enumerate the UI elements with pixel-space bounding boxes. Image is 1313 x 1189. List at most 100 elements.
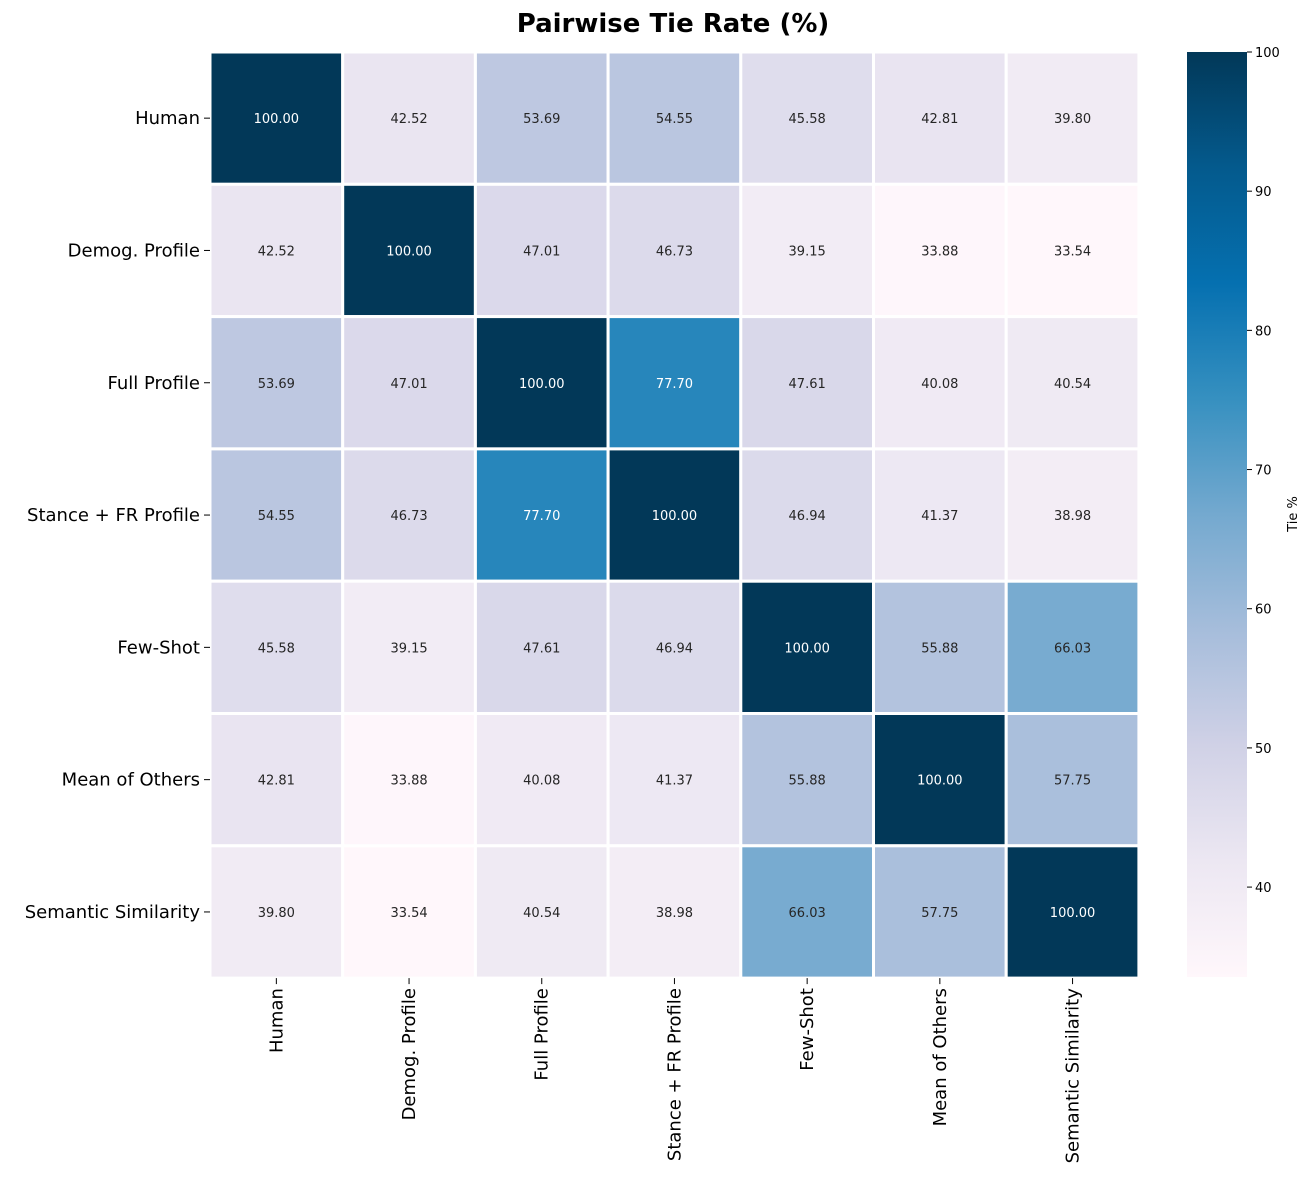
cell-value-label: 47.01: [523, 244, 560, 259]
heatmap-cell: [208, 844, 345, 980]
heatmap-cell: [606, 315, 743, 451]
heatmap-cell: [739, 712, 875, 848]
heatmap-cell: [1004, 844, 1141, 980]
heatmap-cell: [208, 579, 345, 716]
cell-value-label: 45.58: [789, 112, 826, 127]
row-tick-label: Stance + FR Profile: [27, 505, 200, 526]
colorbar-ticks: 40 50 60 70 80 90 100: [1247, 46, 1280, 896]
cell-value-label: 100.00: [1050, 906, 1096, 921]
chart-title: Pairwise Tie Rate (%): [517, 9, 830, 39]
cell-value-label: 40.08: [921, 377, 958, 392]
row-tick-label: Human: [135, 108, 200, 129]
heatmap-cell: [1004, 447, 1141, 583]
cell-value-label: 100.00: [652, 509, 698, 524]
heatmap-cell: [341, 315, 477, 451]
column-tick-label: Semantic Similarity: [1063, 988, 1084, 1164]
row-tick-label: Demog. Profile: [68, 240, 200, 261]
cell-value-label: 100.00: [784, 641, 830, 656]
cell-value-label: 77.70: [523, 509, 560, 524]
cell-value-label: 39.15: [789, 244, 826, 259]
colorbar-tick-label: 60: [1255, 603, 1272, 618]
cell-value-label: 55.88: [921, 641, 958, 656]
cell-value-label: 40.08: [523, 774, 560, 789]
heatmap-cells: 100.00 42.52 53.69 54.55 45.58 42.81 39.80 42.5…: [208, 50, 1141, 980]
heatmap-cell: [739, 844, 875, 980]
row-tick-label: Semantic Similarity: [25, 902, 201, 923]
cell-value-label: 46.73: [656, 244, 693, 259]
row-tick-label: Full Profile: [108, 373, 200, 394]
cell-value-label: 57.75: [921, 906, 958, 921]
cell-value-label: 55.88: [789, 774, 826, 789]
heatmap-cell: [606, 712, 743, 848]
heatmap-cell: [473, 579, 610, 716]
cell-value-label: 42.81: [921, 112, 958, 127]
heatmap-cell: [473, 182, 610, 319]
cell-value-label: 47.61: [789, 377, 826, 392]
cell-value-label: 42.52: [390, 112, 427, 127]
heatmap-cell: [341, 712, 477, 848]
heatmap-cell: [341, 50, 477, 186]
cell-value-label: 33.88: [390, 774, 427, 789]
colorbar-tick-label: 80: [1255, 324, 1272, 339]
heatmap-cell: [872, 50, 1008, 186]
cell-value-label: 100.00: [254, 112, 300, 127]
column-tick-label: Stance + FR Profile: [664, 988, 685, 1161]
heatmap-cell: [872, 315, 1008, 451]
cell-value-label: 46.94: [789, 509, 826, 524]
colorbar-tick-label: 90: [1255, 185, 1272, 200]
column-tick-label: Mean of Others: [930, 988, 951, 1126]
heatmap-cell: [739, 182, 875, 319]
cell-value-label: 54.55: [656, 112, 693, 127]
cell-value-label: 39.80: [1054, 112, 1091, 127]
cell-value-label: 40.54: [1054, 377, 1091, 392]
column-tick-label: Full Profile: [532, 988, 553, 1080]
heatmap-cell: [606, 844, 743, 980]
row-tick-labels: Human Demog. Profile Full Profile Stance + …: [25, 108, 210, 923]
column-tick-labels: Human Demog. Profile Full Profile Stance + …: [266, 978, 1084, 1164]
cell-value-label: 41.37: [921, 509, 958, 524]
cell-value-label: 40.54: [523, 906, 560, 921]
colorbar-tick-label: 70: [1255, 464, 1272, 479]
row-tick-label: Mean of Others: [62, 770, 200, 791]
cell-value-label: 39.15: [390, 641, 427, 656]
column-tick-label: Human: [266, 988, 287, 1053]
cell-value-label: 41.37: [656, 774, 693, 789]
cell-value-label: 47.61: [523, 641, 560, 656]
heatmap-cell: [739, 315, 875, 451]
heatmap-cell: [208, 712, 345, 848]
cell-value-label: 66.03: [789, 906, 826, 921]
cell-value-label: 46.73: [390, 509, 427, 524]
column-tick-label: Few-Shot: [797, 988, 818, 1071]
cell-value-label: 57.75: [1054, 774, 1091, 789]
colorbar-tick-label: 40: [1255, 881, 1272, 896]
colorbar-tick-label: 100: [1255, 46, 1280, 61]
cell-value-label: 45.58: [258, 641, 295, 656]
heatmap-cell: [208, 447, 345, 583]
cell-value-label: 53.69: [258, 377, 295, 392]
heatmap-cell: [208, 50, 345, 186]
cell-value-label: 77.70: [656, 377, 693, 392]
heatmap-cell: [341, 447, 477, 583]
colorbar-label: Tie %: [1286, 496, 1301, 533]
cell-value-label: 33.88: [921, 244, 958, 259]
cell-value-label: 33.54: [1054, 244, 1091, 259]
heatmap-cell: [1004, 315, 1141, 451]
heatmap-cell: [473, 315, 610, 451]
colorbar: [1187, 52, 1247, 977]
cell-value-label: 33.54: [390, 906, 427, 921]
cell-value-label: 54.55: [258, 509, 295, 524]
heatmap-cell: [473, 844, 610, 980]
cell-value-label: 53.69: [523, 112, 560, 127]
cell-value-label: 100.00: [917, 774, 963, 789]
heatmap-cell: [872, 844, 1008, 980]
colorbar-tick-label: 50: [1255, 742, 1272, 757]
heatmap-cell: [1004, 182, 1141, 319]
column-tick-label: Demog. Profile: [399, 988, 420, 1120]
cell-value-label: 38.98: [656, 906, 693, 921]
row-tick-label: Few-Shot: [117, 637, 200, 658]
cell-value-label: 47.01: [390, 377, 427, 392]
cell-value-label: 42.52: [258, 244, 295, 259]
cell-value-label: 38.98: [1054, 509, 1091, 524]
heatmap-cell: [872, 447, 1008, 583]
